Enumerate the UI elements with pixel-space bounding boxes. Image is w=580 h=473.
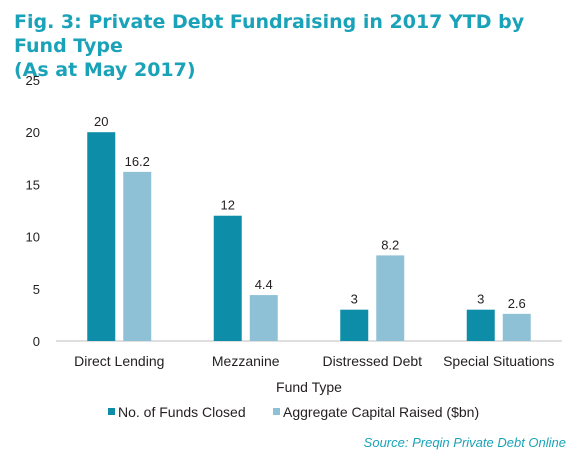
x-category-label: Mezzanine [212,353,280,369]
chart-title-line1: Fig. 3: Private Debt Fundraising in 2017… [14,11,525,57]
y-tick-label: 25 [26,73,40,88]
bar-funds-closed [87,132,116,341]
bar-capital-raised [249,295,278,341]
bar-funds-closed [340,309,369,341]
data-label: 3 [351,292,358,307]
data-label: 12 [221,198,235,213]
bar-funds-closed [466,309,495,341]
source-note: Source: Preqin Private Debt Online [363,435,566,450]
x-axis-title: Fund Type [276,379,342,395]
chart-title-line2: (As at May 2017) [14,59,196,81]
y-tick-label: 15 [26,177,40,192]
data-label: 2.6 [508,296,526,311]
x-category-label: Distressed Debt [322,353,422,369]
data-label: 4.4 [255,277,273,292]
bar-capital-raised [376,255,405,341]
legend-swatch [273,408,280,415]
x-category-label: Direct Lending [74,353,164,369]
x-category-label: Special Situations [443,353,554,369]
bar-capital-raised [123,171,152,341]
data-label: 8.2 [381,237,399,252]
data-label: 20 [94,114,108,129]
data-label: 16.2 [125,154,150,169]
bar-funds-closed [213,215,242,341]
bar-capital-raised [502,313,531,341]
legend-label: Aggregate Capital Raised ($bn) [283,404,479,420]
data-label: 3 [477,292,484,307]
legend-swatch [108,408,115,415]
y-tick-label: 20 [26,125,40,140]
chart-title: Fig. 3: Private Debt Fundraising in 2017… [14,10,574,82]
y-tick-label: 10 [26,230,40,245]
y-tick-label: 0 [33,334,40,349]
legend-label: No. of Funds Closed [118,404,246,420]
y-tick-label: 5 [33,282,40,297]
